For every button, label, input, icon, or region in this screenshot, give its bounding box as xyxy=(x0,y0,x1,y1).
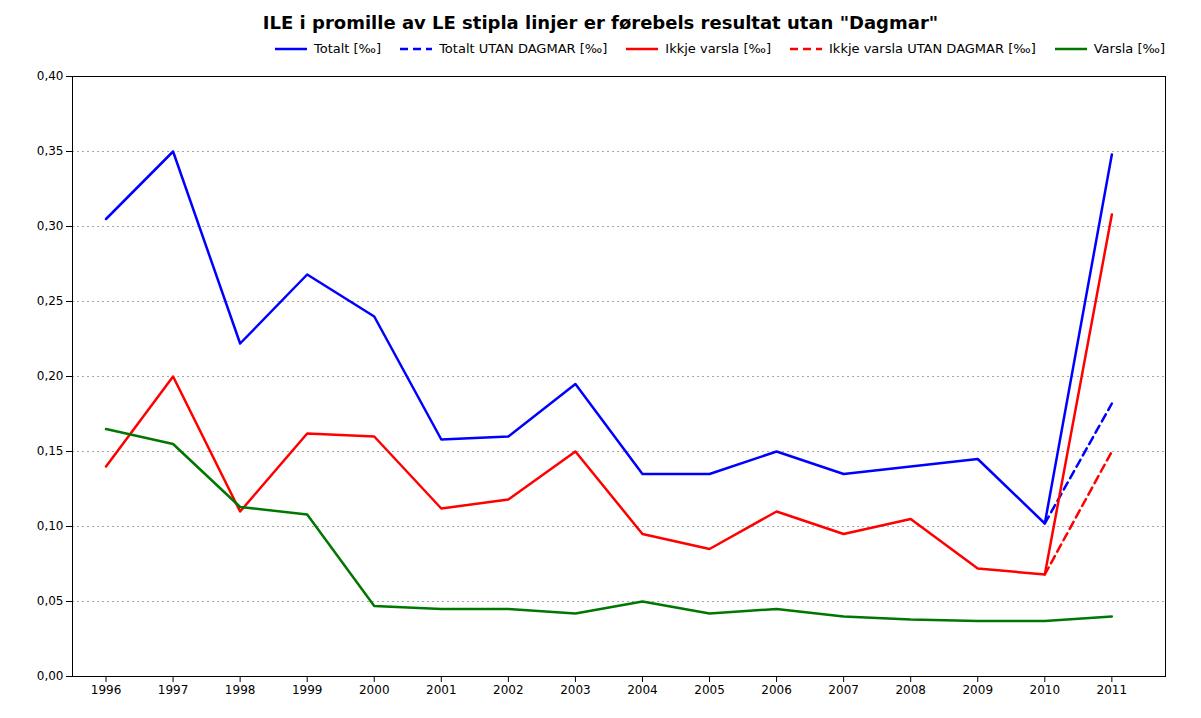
html-text:ILE i promille av LE stipla li: ILE i promille av LE stipla linjer er fø… xyxy=(262,12,939,33)
svg-text:2002: 2002 xyxy=(493,683,524,697)
svg-text:1998: 1998 xyxy=(225,683,256,697)
svg-text:2010: 2010 xyxy=(1030,683,1061,697)
svg-text:0,15: 0,15 xyxy=(37,444,64,458)
svg-text:0,35: 0,35 xyxy=(37,144,64,158)
svg-text:0,00: 0,00 xyxy=(37,669,64,683)
svg-text:2005: 2005 xyxy=(694,683,725,697)
svg-text:0,10: 0,10 xyxy=(37,519,64,533)
svg-text:1996: 1996 xyxy=(91,683,122,697)
svg-text:1999: 1999 xyxy=(292,683,323,697)
svg-text:0,25: 0,25 xyxy=(37,294,64,308)
svg-text:2004: 2004 xyxy=(627,683,658,697)
html-text:Totalt [‰]: Totalt [‰] xyxy=(314,41,382,56)
html-text:Ikkje varsla UTAN DAGMAR [‰]: Ikkje varsla UTAN DAGMAR [‰] xyxy=(829,41,1036,56)
svg-text:0,40: 0,40 xyxy=(37,69,64,83)
svg-text:2006: 2006 xyxy=(761,683,792,697)
html-text:Totalt UTAN DAGMAR [‰]: Totalt UTAN DAGMAR [‰] xyxy=(439,41,608,56)
svg-text:2008: 2008 xyxy=(895,683,926,697)
svg-text:2011: 2011 xyxy=(1097,683,1128,697)
html-text:Varsla [‰]: Varsla [‰] xyxy=(1093,41,1165,56)
svg-text:0,20: 0,20 xyxy=(37,369,64,383)
html-text:Ikkje varsla [‰]: Ikkje varsla [‰] xyxy=(665,41,771,56)
svg-text:2009: 2009 xyxy=(962,683,993,697)
svg-text:2003: 2003 xyxy=(560,683,591,697)
svg-text:0,05: 0,05 xyxy=(37,594,64,608)
svg-text:1997: 1997 xyxy=(158,683,189,697)
svg-text:2007: 2007 xyxy=(828,683,859,697)
svg-text:2000: 2000 xyxy=(359,683,390,697)
svg-text:0,30: 0,30 xyxy=(37,219,64,233)
svg-text:2001: 2001 xyxy=(426,683,457,697)
